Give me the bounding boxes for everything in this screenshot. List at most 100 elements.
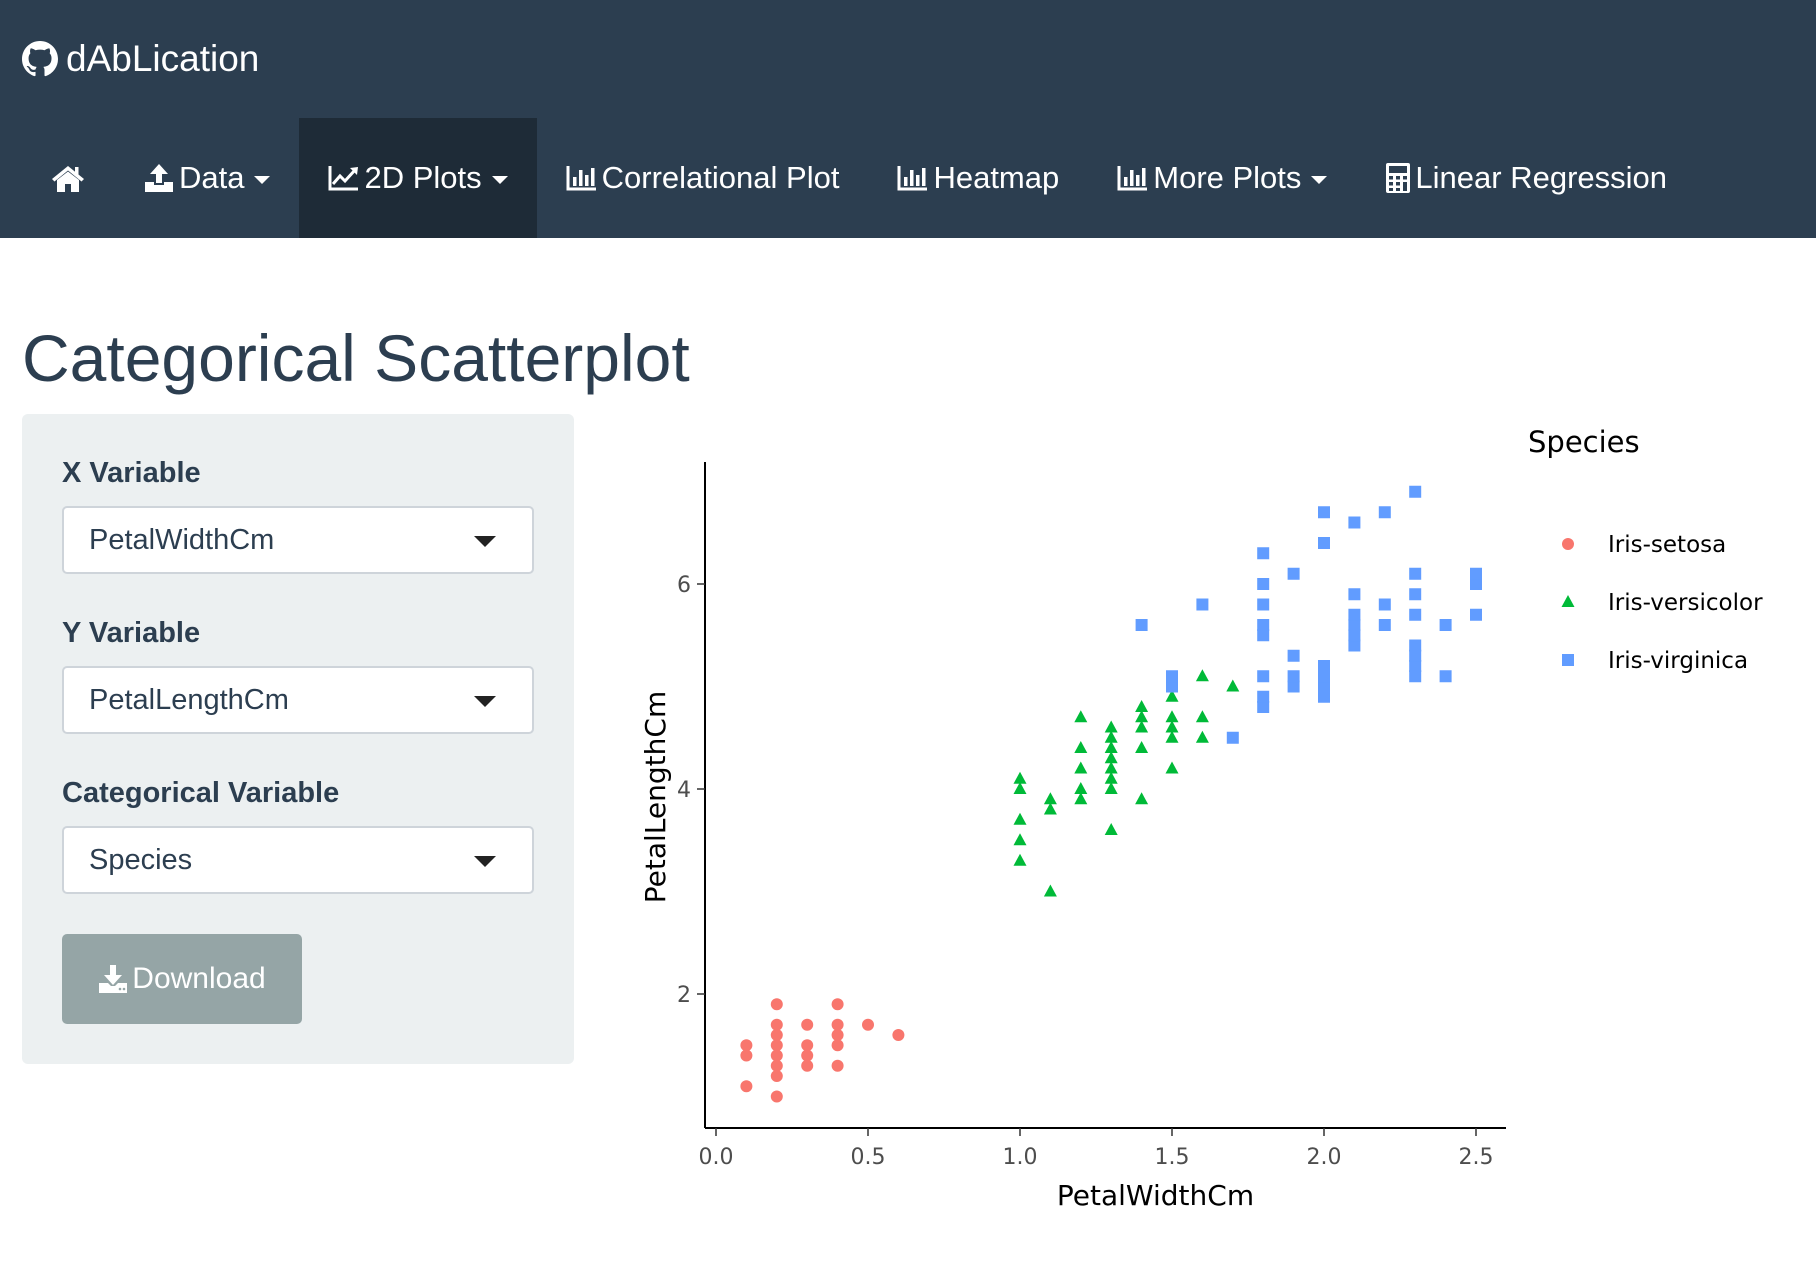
- data-point-iris-versicolor: [1135, 741, 1149, 753]
- legend-key-iris-versicolor: [1561, 595, 1575, 607]
- sidebar-panel: X Variable PetalWidthCm Y Variable Petal…: [22, 414, 574, 1064]
- brand[interactable]: dAbLication: [22, 34, 259, 84]
- scatter-plot: 0.0 0.5 1.0 1.5 2.0 2.5 2 4 6 PetalWidthCm PetalLe…: [639, 425, 1763, 1212]
- data-point-iris-versicolor: [1074, 761, 1088, 774]
- caret-down-icon: [474, 856, 496, 867]
- data-point-iris-virginica: [1196, 598, 1209, 611]
- download-icon: [99, 965, 128, 993]
- data-point-iris-versicolor: [1104, 761, 1118, 774]
- data-point-iris-versicolor: [1165, 689, 1179, 702]
- data-point-iris-virginica: [1318, 670, 1330, 683]
- y-tick-label: 2: [677, 983, 691, 1008]
- legend-title: Species: [1528, 425, 1640, 459]
- data-point-iris-virginica: [1378, 598, 1391, 611]
- nav-correlational-plot[interactable]: Correlational Plot: [537, 118, 869, 238]
- data-point-iris-virginica: [1287, 670, 1300, 683]
- data-point-iris-virginica: [1348, 608, 1361, 621]
- categorical-variable-label: Categorical Variable: [62, 777, 340, 809]
- data-point-iris-virginica: [1257, 701, 1270, 713]
- data-point-iris-versicolor: [1195, 710, 1209, 723]
- data-point-iris-virginica: [1439, 619, 1452, 631]
- x-tick-label: 0.0: [699, 1145, 734, 1170]
- data-point-iris-virginica: [1348, 619, 1361, 631]
- data-point-iris-versicolor: [1013, 812, 1027, 825]
- data-point-iris-virginica: [1409, 670, 1422, 683]
- data-point-iris-virginica: [1257, 547, 1270, 560]
- data-point-iris-virginica: [1287, 649, 1300, 662]
- data-point-iris-virginica: [1318, 537, 1330, 549]
- data-point-iris-virginica: [1318, 680, 1330, 693]
- download-label: Download: [132, 962, 266, 995]
- y-variable-label: Y Variable: [62, 617, 201, 649]
- y-variable-select[interactable]: PetalLengthCm: [62, 666, 534, 734]
- data-point-iris-versicolor: [1074, 792, 1088, 805]
- data-point-iris-virginica: [1257, 690, 1270, 703]
- data-point-iris-versicolor: [1135, 720, 1149, 733]
- caret-down-icon: [474, 696, 496, 707]
- data-point-iris-versicolor: [1165, 710, 1179, 723]
- github-icon: [22, 41, 58, 77]
- categorical-variable-select[interactable]: Species: [62, 826, 534, 894]
- data-point-iris-virginica: [1409, 567, 1422, 580]
- data-point-iris-virginica: [1378, 619, 1391, 631]
- y-tick-label: 6: [677, 573, 691, 598]
- data-point-iris-virginica: [1470, 578, 1482, 590]
- data-point-iris-virginica: [1409, 649, 1422, 662]
- data-point-iris-virginica: [1226, 731, 1239, 744]
- bar-chart-icon: [566, 164, 598, 192]
- legend-label-iris-versicolor: Iris-versicolor: [1608, 590, 1763, 616]
- nav-2d-plots[interactable]: 2D Plots: [299, 118, 537, 238]
- data-point-iris-virginica: [1409, 485, 1422, 498]
- data-point-iris-versicolor: [1104, 741, 1118, 753]
- data-point-iris-setosa: [862, 1018, 874, 1031]
- nav-more-plots[interactable]: More Plots: [1088, 118, 1356, 238]
- data-point-iris-setosa: [740, 1039, 753, 1052]
- data-point-iris-virginica: [1348, 629, 1361, 642]
- data-point-iris-setosa: [801, 1039, 814, 1052]
- data-point-iris-versicolor: [1135, 792, 1149, 805]
- data-point-iris-versicolor: [1226, 679, 1240, 692]
- data-point-iris-versicolor: [1013, 853, 1027, 866]
- data-point-iris-versicolor: [1195, 730, 1209, 743]
- y-variable-value: PetalLengthCm: [89, 683, 289, 716]
- nav-home[interactable]: [0, 118, 114, 238]
- data-point-iris-virginica: [1257, 629, 1270, 642]
- data-point-iris-setosa: [831, 1059, 844, 1072]
- x-variable-select[interactable]: PetalWidthCm: [62, 506, 534, 574]
- data-point-iris-versicolor: [1013, 771, 1027, 784]
- nav-heatmap-label: Heatmap: [933, 160, 1060, 195]
- download-button[interactable]: Download: [62, 934, 302, 1024]
- y-tick-label: 4: [677, 778, 691, 803]
- y-axis-title: PetalLengthCm: [639, 691, 672, 903]
- caret-down-icon: [474, 536, 496, 547]
- data-point-iris-versicolor: [1074, 741, 1088, 753]
- data-point-iris-virginica: [1348, 516, 1361, 529]
- data-point-iris-virginica: [1318, 506, 1330, 519]
- data-point-iris-virginica: [1470, 567, 1482, 580]
- data-point-iris-versicolor: [1135, 700, 1149, 712]
- data-point-iris-setosa: [770, 1029, 783, 1041]
- data-point-iris-versicolor: [1043, 802, 1057, 815]
- data-point-iris-virginica: [1318, 660, 1330, 672]
- x-tick-label: 2.5: [1459, 1145, 1494, 1170]
- data-point-iris-virginica: [1409, 588, 1422, 601]
- nav-2d-plots-label: 2D Plots: [364, 160, 482, 195]
- data-point-iris-versicolor: [1074, 782, 1088, 794]
- data-point-iris-virginica: [1348, 639, 1361, 652]
- data-point-iris-setosa: [770, 1059, 783, 1072]
- nav-data[interactable]: Data: [114, 118, 299, 238]
- data-point-iris-virginica: [1166, 670, 1178, 683]
- x-tick-label: 1.5: [1155, 1145, 1190, 1170]
- data-point-iris-setosa: [801, 1049, 814, 1062]
- nav-linear-regression[interactable]: Linear Regression: [1356, 118, 1696, 238]
- data-point-iris-virginica: [1318, 690, 1330, 703]
- nav-heatmap[interactable]: Heatmap: [868, 118, 1088, 238]
- data-point-iris-versicolor: [1043, 884, 1057, 897]
- calculator-icon: [1385, 162, 1411, 194]
- x-tick-label: 1.0: [1003, 1145, 1038, 1170]
- data-point-iris-virginica: [1409, 608, 1422, 621]
- data-point-iris-virginica: [1257, 598, 1270, 611]
- data-point-iris-setosa: [892, 1029, 905, 1041]
- nav-correlational-plot-label: Correlational Plot: [601, 160, 840, 195]
- chevron-down-icon: [254, 176, 271, 184]
